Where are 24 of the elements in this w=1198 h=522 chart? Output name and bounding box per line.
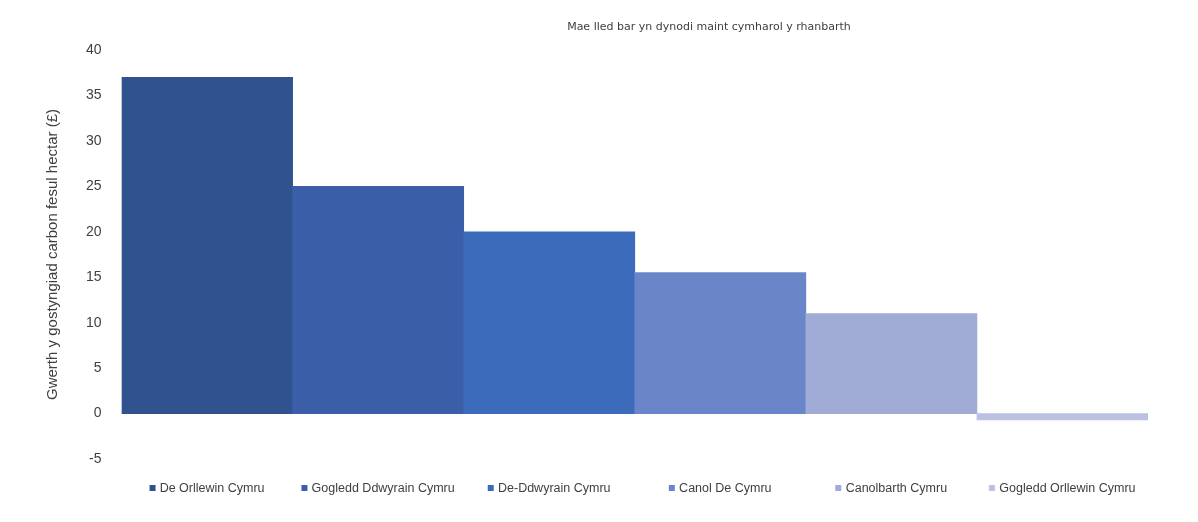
chart-title: Mae lled bar yn dynodi maint cymharol y rhanbarth (566, 20, 852, 33)
x-tick-label: De Orllewin Cymru (159, 481, 265, 495)
y-tick-label: 35 (85, 86, 102, 103)
x-tick-label: Gogledd Ddwyrain Cymru (311, 481, 455, 495)
y-tick-label: -5 (89, 449, 102, 466)
y-tick-label: 20 (85, 222, 102, 239)
x-tick-label: Gogledd Orllewin Cymru (999, 481, 1136, 495)
y-tick-label: 25 (85, 177, 102, 194)
bar (463, 231, 636, 414)
x-tick-label: Canol De Cymru (679, 481, 772, 495)
y-tick-label: 40 (85, 40, 102, 57)
y-tick-label: 10 (85, 313, 102, 330)
bar (976, 413, 1148, 421)
x-tick-label: Canolbarth Cymru (845, 481, 948, 495)
bar (805, 313, 978, 414)
y-axis-title: Gwerth y gostyngiad carbon fesul hectar (£) (43, 109, 61, 400)
bar (634, 272, 807, 414)
y-tick-label: 5 (93, 358, 102, 375)
y-tick-label: 15 (85, 268, 102, 285)
bar (121, 76, 293, 414)
bar (292, 186, 465, 414)
y-tick-label: 30 (85, 131, 102, 148)
x-tick-label: De-Ddwyrain Cymru (497, 481, 611, 495)
y-tick-label: 0 (93, 404, 102, 421)
